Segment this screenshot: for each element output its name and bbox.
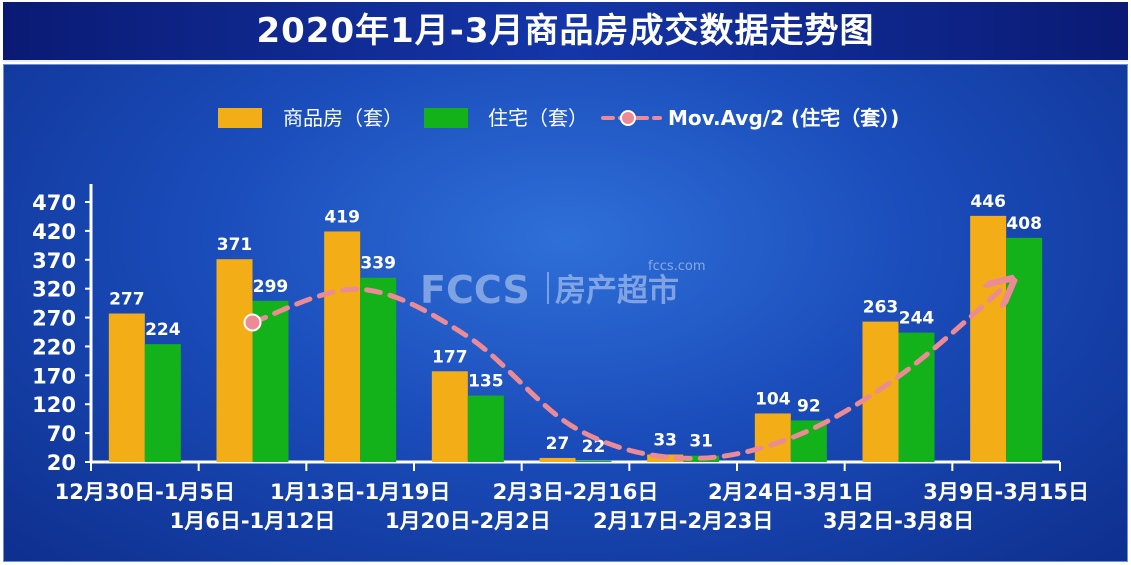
x-tick-label: 2月3日-2月16日 — [493, 480, 659, 504]
moving-avg-line — [250, 285, 1007, 461]
data-label-series-b: 135 — [468, 372, 504, 392]
y-tick-label: 20 — [47, 451, 76, 475]
bar-series-a — [324, 231, 361, 462]
bar-series-a — [754, 413, 791, 462]
data-label-series-a: 27 — [546, 434, 570, 454]
legend-label-series-b: 住宅（套） — [488, 106, 588, 130]
y-tick-label: 220 — [32, 335, 76, 359]
watermark-logo: FCCS — [420, 268, 530, 312]
data-label-series-b: 299 — [253, 277, 289, 297]
y-tick-label: 70 — [47, 422, 76, 446]
bar-series-b — [898, 332, 935, 462]
watermark-url: fccs.com — [648, 259, 706, 274]
x-tick-label: 1月13日-1月19日 — [270, 480, 450, 504]
x-tick-label: 1月6日-1月12日 — [170, 509, 336, 533]
data-label-series-b: 244 — [899, 309, 935, 329]
legend-swatch-series-b — [424, 108, 468, 128]
chart-title: 2020年1月-3月商品房成交数据走势图 — [256, 11, 875, 51]
y-tick-label: 120 — [32, 393, 76, 417]
data-label-series-a: 419 — [324, 207, 360, 227]
data-label-series-b: 92 — [797, 396, 821, 416]
plot-panel — [3, 64, 1128, 562]
watermark-divider — [547, 272, 549, 304]
legend-marker-moving-avg — [620, 110, 636, 126]
x-tick-label: 3月2日-3月8日 — [823, 509, 974, 533]
bar-series-b — [360, 277, 397, 462]
bar-series-a — [431, 371, 468, 462]
data-label-series-b: 224 — [145, 320, 181, 340]
x-tick-label: 3月9日-3月15日 — [923, 480, 1089, 504]
data-label-series-b: 31 — [689, 432, 713, 452]
data-label-series-b: 22 — [582, 437, 606, 457]
y-tick-label: 420 — [32, 220, 76, 244]
x-tick-label: 2月17日-2月23日 — [593, 509, 773, 533]
y-tick-label: 470 — [32, 191, 76, 215]
title-bar: 2020年1月-3月商品房成交数据走势图 — [3, 2, 1128, 62]
legend-label-moving-avg: Mov.Avg/2 (住宅（套）) — [668, 106, 899, 130]
x-tick-label: 1月20日-2月2日 — [385, 509, 551, 533]
legend-swatch-series-a — [218, 108, 262, 128]
x-tick-label: 2月24日-3月1日 — [708, 480, 874, 504]
data-label-series-a: 177 — [432, 347, 468, 367]
data-label-series-a: 263 — [863, 298, 899, 318]
data-label-series-a: 277 — [109, 290, 145, 310]
bar-series-b — [467, 395, 504, 462]
data-label-series-a: 371 — [217, 235, 253, 255]
data-label-series-b: 339 — [360, 254, 396, 274]
bar-series-a — [216, 259, 253, 462]
data-label-series-a: 446 — [970, 192, 1006, 212]
data-label-series-b: 408 — [1006, 214, 1042, 234]
x-tick-label: 12月30日-1月5日 — [55, 480, 235, 504]
bar-series-b — [575, 460, 612, 462]
legend-label-series-a: 商品房（套） — [283, 106, 403, 130]
bar-series-a — [970, 215, 1007, 462]
watermark-brand: 房产超市 — [555, 273, 679, 309]
bar-series-a — [539, 457, 576, 462]
y-tick-label: 170 — [32, 364, 76, 388]
y-tick-label: 320 — [32, 278, 76, 302]
bar-series-b — [1006, 237, 1043, 462]
y-tick-label: 270 — [32, 307, 76, 331]
data-label-series-a: 104 — [755, 389, 791, 409]
bar-series-b — [144, 344, 181, 462]
bar-series-a — [108, 313, 145, 462]
y-tick-label: 370 — [32, 249, 76, 273]
data-label-series-a: 33 — [653, 430, 677, 450]
moving-avg-start-marker — [243, 313, 262, 332]
